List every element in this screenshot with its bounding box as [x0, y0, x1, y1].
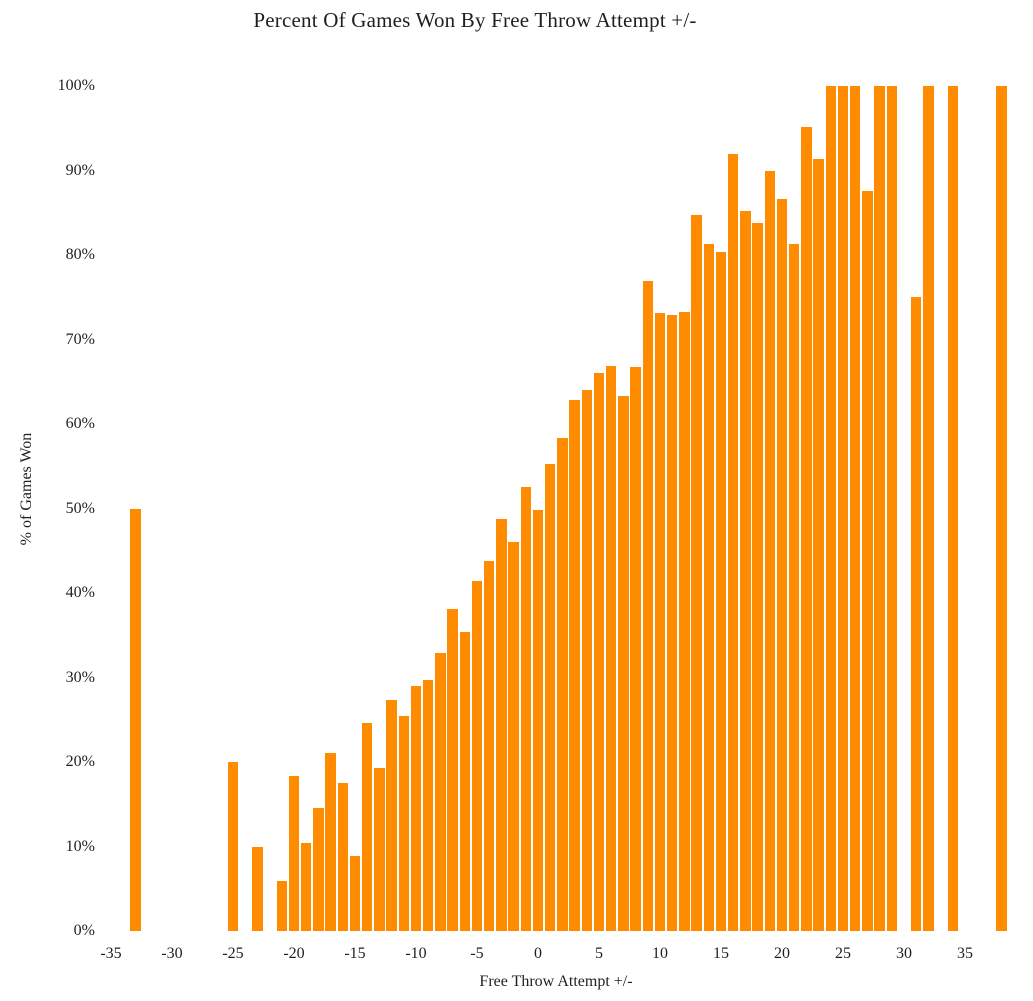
bar-ftdiff--13: [374, 767, 385, 931]
x-tick-label--20: -20: [283, 945, 305, 962]
x-tick-label--10: -10: [405, 945, 427, 962]
bar-ftdiff--14: [362, 723, 373, 931]
y-tick-label-70: 70%: [65, 330, 95, 348]
bar-ftdiff-10: [654, 313, 666, 931]
bar-ftdiff--17: [325, 752, 336, 931]
x-tick-label--30: -30: [161, 945, 183, 962]
x-tick-label-5: 5: [595, 945, 603, 962]
x-tick-label-10: 10: [652, 945, 668, 962]
y-tick-label-0: 0%: [73, 922, 95, 939]
bar-ftdiff-8: [630, 366, 641, 931]
bar-ftdiff--3: [496, 519, 507, 931]
bar-ftdiff-18: [752, 222, 763, 931]
bar-ftdiff--8: [435, 652, 446, 931]
bar-ftdiff-34: [947, 86, 958, 931]
bar-ftdiff--18: [313, 808, 324, 931]
bar-ftdiff-14: [703, 244, 714, 931]
bar-ftdiff-0: [532, 510, 544, 931]
bar-ftdiff--15: [349, 855, 361, 931]
bar-ftdiff-17: [740, 211, 751, 931]
bar-ftdiff--12: [386, 700, 397, 931]
bar-ftdiff--1: [520, 486, 531, 931]
bar-ftdiff-25: [837, 86, 849, 931]
x-tick-label-0: 0: [534, 945, 542, 962]
bar-ftdiff--6: [459, 631, 470, 931]
x-tick-label--15: -15: [344, 945, 366, 962]
bar-ftdiff-22: [801, 127, 812, 931]
x-tick-label-35: 35: [957, 945, 973, 962]
chart-title: Percent Of Games Won By Free Throw Attem…: [253, 8, 697, 32]
bar-ftdiff--23: [252, 846, 263, 931]
bar-ftdiff-28: [874, 86, 885, 931]
y-tick-label-20: 20%: [65, 753, 95, 770]
bar-ftdiff-4: [581, 390, 592, 931]
bar-ftdiff-16: [728, 154, 739, 931]
bar-ftdiff-7: [618, 396, 629, 931]
bar-ftdiff--5: [471, 581, 483, 931]
bar-ftdiff-9: [642, 281, 653, 931]
y-tick-label-90: 90%: [65, 161, 95, 179]
bar-ftdiff-20: [776, 199, 788, 931]
y-tick-label-60: 60%: [65, 415, 95, 432]
bar-ftdiff-38: [996, 86, 1007, 931]
x-tick-label-30: 30: [896, 945, 912, 962]
bar-ftdiff-13: [691, 215, 702, 931]
bar-ftdiff-1: [545, 463, 556, 931]
bar-ftdiff-21: [789, 244, 800, 931]
bar-ftdiff--16: [337, 783, 348, 931]
y-tick-label-30: 30%: [65, 668, 95, 686]
y-tick-label-100: 100%: [57, 77, 95, 94]
bar-ftdiff--10: [410, 685, 422, 931]
y-tick-label-50: 50%: [65, 499, 95, 517]
bar-ftdiff-31: [911, 297, 922, 931]
x-tick-label-20: 20: [774, 945, 790, 962]
bar-ftdiff-27: [862, 190, 873, 931]
bar-ftdiff--20: [288, 775, 300, 931]
bar-ftdiff-19: [764, 170, 775, 931]
bar-ftdiff--4: [484, 560, 495, 931]
bar-ftdiff-11: [667, 314, 678, 931]
x-tick-label--35: -35: [100, 945, 122, 962]
bar-ftdiff--21: [276, 881, 287, 931]
bar-ftdiff-2: [557, 438, 568, 931]
bar-ftdiff-5: [593, 373, 605, 931]
bar-ftdiff-23: [813, 158, 824, 931]
bar-ftdiff-26: [850, 86, 861, 931]
bar-ftdiff-3: [569, 400, 580, 931]
bar-ftdiff--11: [398, 715, 409, 931]
x-tick-label--5: -5: [470, 945, 484, 962]
y-tick-label-40: 40%: [65, 584, 95, 601]
bar-ftdiff--9: [423, 680, 434, 931]
bar-ftdiff-6: [606, 365, 617, 931]
bar-ftdiff-24: [825, 86, 836, 931]
bar-ftdiff--7: [447, 609, 458, 931]
bar-ftdiff-15: [715, 252, 727, 931]
bar-ftdiff--2: [508, 542, 519, 931]
y-tick-label-10: 10%: [65, 837, 95, 855]
bar-ftdiff-32: [923, 86, 934, 931]
bar-ftdiff--19: [301, 843, 312, 931]
x-tick-label--25: -25: [222, 945, 244, 962]
x-tick-label-25: 25: [835, 945, 851, 962]
x-axis-title: Free Throw Attempt +/-: [479, 973, 633, 990]
x-tick-label-15: 15: [713, 945, 729, 962]
bar-ftdiff--33: [130, 508, 141, 931]
bar-ftdiff--25: [227, 762, 239, 931]
y-tick-label-80: 80%: [65, 246, 95, 263]
bar-ftdiff-12: [679, 311, 690, 931]
bar-ftdiff-29: [886, 86, 897, 931]
